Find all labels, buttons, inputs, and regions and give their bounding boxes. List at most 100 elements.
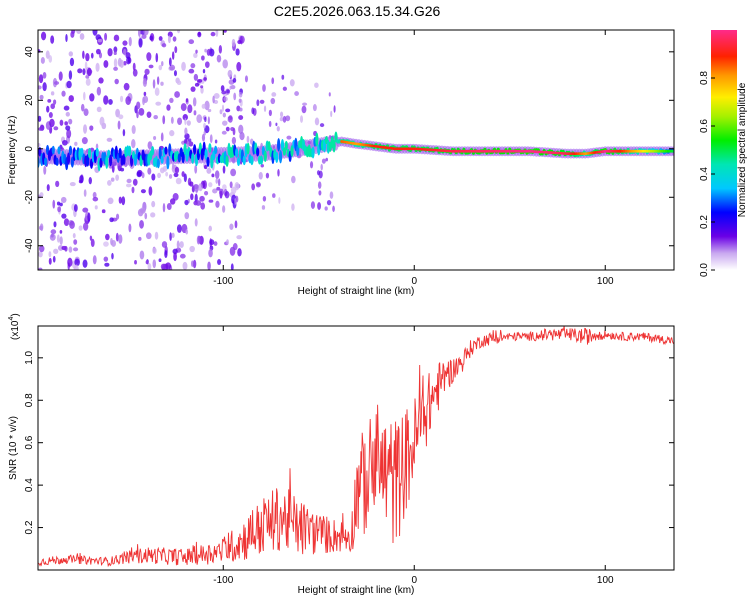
y-tick-label: 1.0 — [24, 350, 35, 364]
spectrogram-noise-mark — [229, 246, 236, 256]
spectrogram-ridge-mark — [334, 131, 338, 143]
spectrogram-noise-mark — [171, 163, 175, 170]
spectrogram-noise-mark — [325, 157, 328, 162]
spectrogram-noise-mark — [115, 213, 120, 220]
spectrogram-noise-mark — [113, 34, 120, 42]
spectrogram-noise-mark — [238, 91, 243, 98]
spectrogram-noise-mark — [136, 111, 139, 119]
spectrogram-noise-mark — [38, 143, 41, 148]
spectrogram-noise-mark — [194, 82, 200, 87]
spectrogram-noise-mark — [69, 182, 76, 187]
spectrogram-noise-mark — [38, 74, 44, 84]
spectrogram-noise-mark — [281, 74, 285, 80]
spectrogram-noise-mark — [310, 201, 316, 209]
spectrogram-ridge-mark — [55, 157, 59, 166]
spectrogram-noise-mark — [42, 72, 47, 79]
spectrogram-noise-mark — [132, 178, 138, 186]
spectrogram-noise-mark — [270, 97, 276, 105]
colorbar: 0.0 0.2 0.4 0.6 0.8 Normalized spectral ampl… — [699, 30, 748, 277]
spectrogram-ridge-mark — [278, 150, 283, 164]
spectrogram-noise-mark — [207, 261, 211, 270]
spectrogram-noise-mark — [104, 262, 110, 267]
spectrogram-noise-mark — [179, 241, 184, 248]
spectrogram-ridge-mark — [263, 150, 267, 163]
spectrogram-noise-mark — [59, 236, 63, 246]
spectrogram-noise-mark — [169, 97, 174, 104]
spectrogram-noise-mark — [48, 251, 52, 258]
spectrogram-noise-mark — [215, 178, 219, 184]
spectrogram-noise-mark — [320, 163, 323, 171]
spectrogram-noise-mark — [117, 120, 121, 130]
spectrogram-noise-mark — [183, 138, 188, 145]
spectrogram-noise-mark — [202, 68, 206, 74]
spectrogram-noise-mark — [209, 239, 215, 246]
spectrogram-noise-mark — [43, 165, 47, 175]
spectrogram-noise-mark — [174, 46, 178, 54]
spectrogram-noise-mark — [166, 203, 172, 211]
spectrogram-noise-mark — [261, 205, 266, 210]
spectrogram-noise-mark — [128, 223, 132, 233]
spectrogram-noise-mark — [83, 189, 87, 197]
spectrogram-noise-mark — [115, 108, 120, 118]
spectrogram-noise-mark — [195, 49, 198, 54]
snr-x-axis: -100 0 100 — [213, 326, 614, 586]
x-tick-label: 0 — [411, 575, 417, 586]
spectrogram-noise-mark — [82, 222, 89, 231]
spectrogram-noise-mark — [168, 57, 172, 67]
spectrogram-noise-mark — [38, 115, 42, 122]
spectrogram-ridge-mark — [246, 142, 250, 155]
spectrogram-noise-mark — [217, 178, 221, 187]
spectrogram-noise-mark — [131, 139, 136, 149]
spectrogram-noise-mark — [138, 236, 142, 241]
spectrogram-y-label: Frequency (Hz) — [7, 116, 18, 185]
spectrogram-noise-mark — [229, 85, 232, 90]
spectrogram-noise-mark — [68, 95, 74, 102]
y-tick-label: -40 — [24, 238, 35, 253]
spectrogram-noise-mark — [139, 219, 144, 229]
spectrogram-noise-mark — [222, 184, 227, 191]
scale-factor-close: ) — [10, 313, 21, 316]
spectrogram-noise-mark — [42, 82, 47, 92]
spectrogram-noise-mark — [76, 30, 82, 35]
spectrogram-ridge-mark — [66, 152, 71, 165]
spectrogram-noise-mark — [294, 91, 299, 96]
svg-text:(x104): (x104) — [8, 313, 21, 340]
spectrogram-noise-mark — [200, 85, 204, 89]
spectrogram-noise-mark — [61, 213, 67, 219]
spectrogram-noise-mark — [256, 99, 260, 107]
spectrogram-noise-mark — [68, 70, 73, 80]
spectrogram-ridge-mark — [236, 157, 241, 167]
spectrogram-noise-mark — [111, 252, 114, 260]
spectrogram-noise-mark — [159, 167, 165, 174]
spectrogram-noise-mark — [190, 260, 194, 267]
spectrogram-noise-mark — [291, 175, 296, 184]
spectrogram-noise-mark — [160, 132, 164, 142]
spectrogram-noise-mark — [190, 193, 194, 201]
spectrogram-noise-mark — [314, 82, 319, 88]
spectrogram-noise-mark — [123, 61, 127, 66]
spectrogram-noise-mark — [105, 233, 110, 241]
spectrogram-noise-mark — [218, 45, 223, 54]
spectrogram-noise-mark — [132, 62, 136, 71]
spectrogram-noise-mark — [146, 111, 152, 118]
spectrogram-noise-mark — [95, 62, 100, 72]
spectrogram-noise-mark — [332, 205, 335, 212]
spectrogram-noise-mark — [209, 134, 213, 144]
spectrogram-ridge-mark — [267, 140, 271, 152]
spectrogram-noise-mark — [108, 98, 113, 105]
colorbar-tick-label: 0.0 — [699, 263, 710, 277]
spectrogram-ridge-mark — [275, 151, 279, 164]
spectrogram-noise-mark — [126, 178, 132, 184]
spectrogram-noise-mark — [286, 135, 292, 140]
spectrogram-noise-mark — [235, 48, 240, 56]
spectrogram-panel: -100 0 100 -40 -20 0 20 40 Height of straight … — [7, 29, 675, 297]
spectrogram-noise-mark — [162, 115, 166, 125]
spectrogram-noise-mark — [115, 232, 119, 242]
spectrogram-noise-mark — [103, 60, 109, 68]
spectrogram-noise-mark — [40, 57, 45, 64]
spectrogram-noise-mark — [139, 207, 146, 214]
spectrogram-noise-mark — [223, 96, 228, 102]
spectrogram-noise-mark — [88, 177, 92, 185]
spectrogram-noise-mark — [66, 80, 72, 89]
spectrogram-noise-mark — [189, 181, 194, 187]
